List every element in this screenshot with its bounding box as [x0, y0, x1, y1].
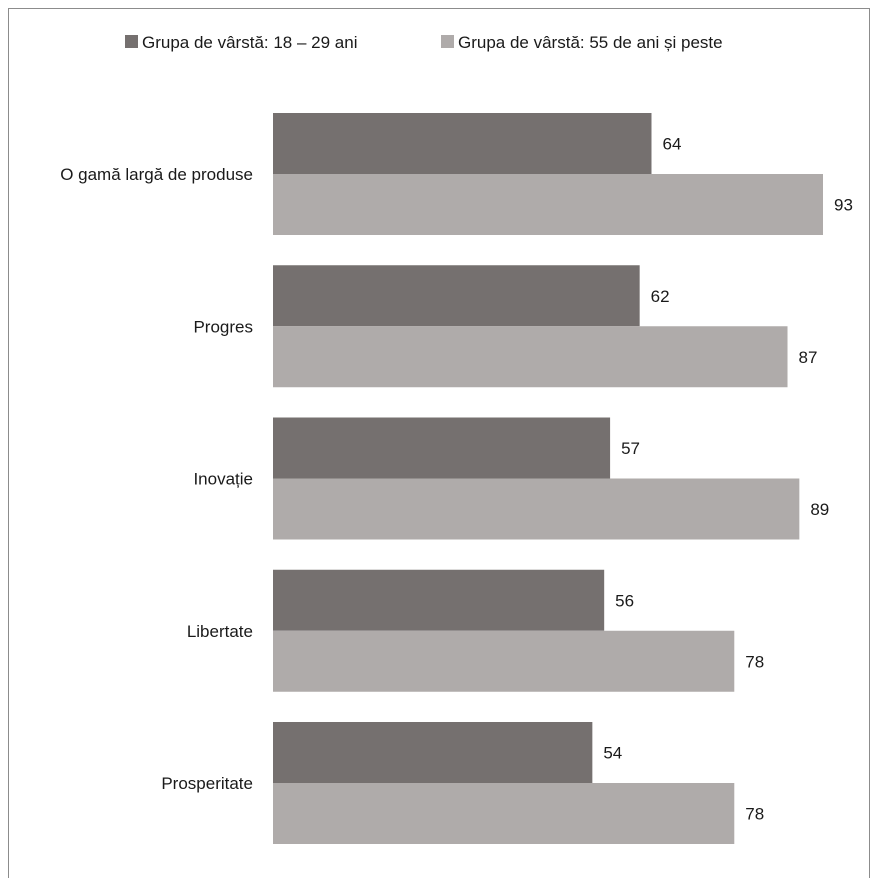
data-label-series-2-2: 89 — [810, 500, 829, 519]
data-label-series-2-4: 78 — [745, 805, 764, 824]
legend-label-series-2: Grupa de vârstă: 55 de ani și peste — [458, 33, 723, 52]
data-label-series-2-3: 78 — [745, 652, 764, 671]
legend-swatch-series-2 — [441, 35, 454, 48]
value-labels: 64 93 62 87 57 89 56 78 54 78 — [603, 135, 853, 824]
data-label-series-2-0: 93 — [834, 196, 853, 215]
bars-group — [273, 113, 823, 844]
bar-series-1-2 — [273, 417, 611, 479]
bar-series-2-2 — [273, 478, 800, 540]
category-label-2: Inovație — [193, 470, 253, 489]
bar-series-2-4 — [273, 783, 735, 844]
category-labels: O gamă largă de produse Progres Inovație Li… — [60, 165, 253, 793]
category-label-3: Libertate — [187, 622, 253, 641]
bar-series-2-0 — [273, 174, 823, 235]
data-label-series-1-0: 64 — [662, 135, 681, 154]
chart-frame — [8, 8, 870, 878]
legend-swatch-series-1 — [125, 35, 138, 48]
bar-series-2-3 — [273, 630, 735, 692]
bar-series-2-1 — [273, 326, 788, 388]
data-label-series-2-1: 87 — [799, 348, 818, 367]
category-label-4: Prosperitate — [161, 774, 253, 793]
category-label-1: Progres — [193, 317, 253, 336]
category-label-0: O gamă largă de produse — [60, 165, 253, 184]
legend-label-series-1: Grupa de vârstă: 18 – 29 ani — [142, 33, 357, 52]
bar-series-1-3 — [273, 569, 605, 631]
data-label-series-1-3: 56 — [615, 591, 634, 610]
data-label-series-1-1: 62 — [651, 287, 670, 306]
bar-series-1-0 — [273, 113, 652, 174]
bar-series-1-4 — [273, 722, 593, 783]
data-label-series-1-2: 57 — [621, 439, 640, 458]
legend: Grupa de vârstă: 18 – 29 ani Grupa de vâ… — [125, 33, 723, 52]
bar-series-1-1 — [273, 265, 640, 327]
data-label-series-1-4: 54 — [603, 744, 622, 763]
